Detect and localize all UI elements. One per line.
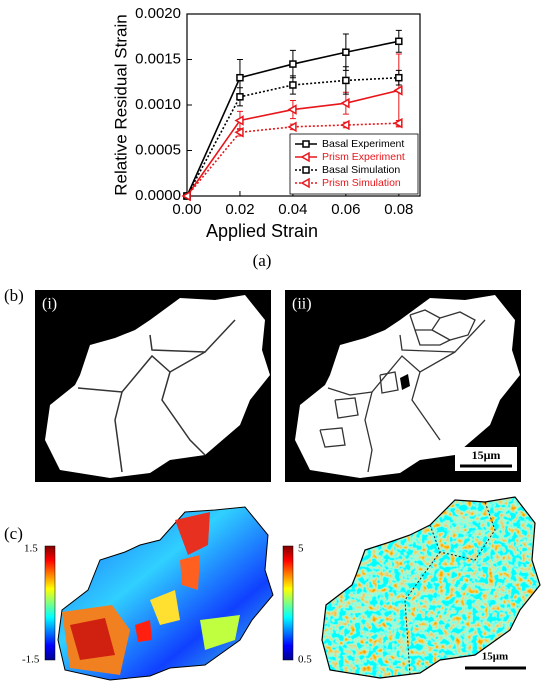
legend-marker [302, 166, 310, 174]
y-tick-label: 0.0010 [135, 96, 181, 113]
colorbar-label: 0.5 [298, 654, 312, 666]
x-tick-label: 0.02 [225, 201, 254, 218]
subpanel-label: (ii) [292, 296, 312, 313]
data-point [342, 76, 350, 85]
y-tick-label: 0.0020 [135, 5, 181, 22]
data-point [395, 37, 403, 46]
x-tick-label: 0.08 [384, 201, 413, 218]
data-point [395, 73, 403, 82]
data-point [289, 60, 297, 68]
legend-label: Prism Experiment [322, 151, 405, 163]
x-tick-label: 0.00 [172, 201, 201, 218]
y-tick-label: 0.0015 [135, 50, 181, 67]
legend-marker [300, 151, 310, 163]
series-line [186, 76, 399, 197]
data-point [236, 73, 244, 82]
panel-label: (c) [4, 524, 23, 543]
legend-label: Prism Simulation [322, 177, 401, 189]
subpanel-label: (i) [42, 296, 57, 313]
data-point [340, 119, 350, 131]
data-point [289, 81, 297, 89]
x-tick-label: 0.04 [278, 201, 307, 218]
strain-map [57, 506, 274, 681]
grain-map [295, 295, 520, 478]
data-point [234, 127, 244, 138]
legend-marker [302, 140, 310, 148]
panel-label: (a) [253, 251, 272, 270]
colorbar [282, 545, 294, 661]
colorbar-label: 1.5 [24, 543, 38, 555]
legend-label: Basal Simulation [322, 164, 400, 176]
kam-map [321, 496, 541, 679]
scale-label: 15μm [482, 651, 508, 663]
data-point [287, 121, 297, 133]
panel-label: (b) [4, 286, 24, 305]
data-point [287, 104, 297, 115]
legend-marker [300, 177, 310, 189]
y-tick-label: 0.0000 [135, 187, 181, 204]
data-point [181, 190, 191, 202]
legend-label: Basal Experiment [322, 138, 404, 150]
data-point [340, 97, 350, 109]
data-point [393, 117, 403, 129]
colorbar-label: 5 [298, 543, 304, 555]
data-point [393, 85, 403, 96]
y-axis-label: Relative Residual Strain [111, 14, 130, 195]
colorbar-label: -1.5 [22, 654, 40, 666]
data-point [342, 48, 350, 56]
y-tick-label: 0.0005 [135, 141, 181, 158]
data-point [236, 93, 244, 101]
scale-label: 15μm [472, 448, 501, 462]
x-tick-label: 0.06 [331, 201, 360, 218]
colorbar [44, 545, 56, 661]
x-axis-label: Applied Strain [206, 221, 318, 241]
grain-map [45, 295, 270, 478]
data-point [234, 115, 244, 126]
